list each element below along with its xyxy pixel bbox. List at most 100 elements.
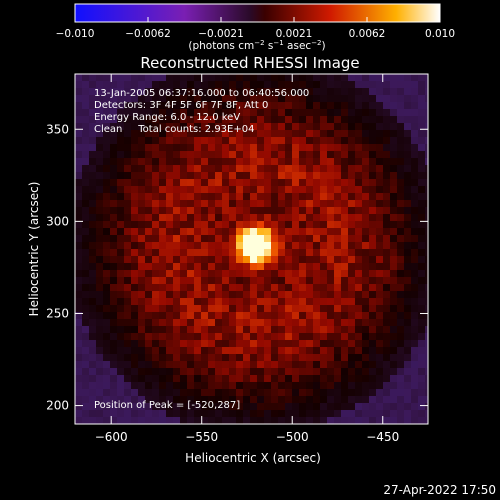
- heatmap-cell: [152, 319, 160, 327]
- heatmap-cell: [208, 256, 216, 264]
- heatmap-cell: [299, 354, 307, 362]
- heatmap-cell: [425, 207, 429, 215]
- heatmap-cell: [243, 88, 251, 96]
- heatmap-cell: [110, 179, 118, 187]
- heatmap-cell: [292, 389, 300, 397]
- heatmap-cell: [180, 130, 188, 138]
- heatmap-cell: [285, 389, 293, 397]
- heatmap-cell: [285, 200, 293, 208]
- heatmap-cell: [89, 165, 97, 173]
- heatmap-cell: [131, 137, 139, 145]
- heatmap-cell: [313, 312, 321, 320]
- heatmap-cell: [376, 193, 384, 201]
- heatmap-cell: [341, 333, 349, 341]
- heatmap-cell: [299, 95, 307, 103]
- heatmap-cell: [145, 354, 153, 362]
- heatmap-cell: [369, 235, 377, 243]
- heatmap-cell: [201, 284, 209, 292]
- heatmap-cell: [418, 123, 426, 131]
- heatmap-cell: [257, 235, 265, 243]
- heatmap-cell: [383, 88, 391, 96]
- heatmap-cell: [173, 403, 181, 411]
- heatmap-cell: [75, 403, 83, 411]
- heatmap-cell: [250, 179, 258, 187]
- heatmap-cell: [159, 340, 167, 348]
- heatmap-cell: [131, 158, 139, 166]
- heatmap-cell: [362, 214, 370, 222]
- heatmap-cell: [229, 102, 237, 110]
- heatmap-cell: [278, 340, 286, 348]
- heatmap-cell: [117, 249, 125, 257]
- heatmap-cell: [383, 354, 391, 362]
- heatmap-cell: [152, 221, 160, 229]
- heatmap-cell: [355, 249, 363, 257]
- heatmap-cell: [327, 319, 335, 327]
- heatmap-cell: [110, 242, 118, 250]
- heatmap-cell: [278, 144, 286, 152]
- heatmap-cell: [341, 207, 349, 215]
- heatmap-cell: [124, 368, 132, 376]
- heatmap-cell: [285, 116, 293, 124]
- heatmap-cell: [383, 256, 391, 264]
- heatmap-cell: [313, 326, 321, 334]
- heatmap-cell: [201, 305, 209, 313]
- heatmap-cell: [250, 95, 258, 103]
- heatmap-cell: [236, 158, 244, 166]
- heatmap-cell: [110, 326, 118, 334]
- heatmap-cell: [166, 88, 174, 96]
- heatmap-cell: [173, 228, 181, 236]
- heatmap-cell: [159, 249, 167, 257]
- heatmap-cell: [320, 137, 328, 145]
- heatmap-cell: [180, 347, 188, 355]
- heatmap-cell: [222, 305, 230, 313]
- heatmap-cell: [278, 319, 286, 327]
- heatmap-cell: [341, 410, 349, 418]
- heatmap-cell: [82, 263, 90, 271]
- heatmap-cell: [138, 95, 146, 103]
- heatmap-cell: [369, 123, 377, 131]
- heatmap-cell: [117, 179, 125, 187]
- heatmap-cell: [173, 319, 181, 327]
- heatmap-cell: [348, 137, 356, 145]
- heatmap-cell: [145, 417, 153, 425]
- heatmap-cell: [96, 340, 104, 348]
- heatmap-cell: [425, 214, 429, 222]
- heatmap-cell: [257, 144, 265, 152]
- heatmap-cell: [138, 410, 146, 418]
- heatmap-cell: [243, 263, 251, 271]
- heatmap-cell: [425, 319, 429, 327]
- heatmap-cell: [243, 144, 251, 152]
- heatmap-cell: [131, 74, 139, 82]
- heatmap-cell: [173, 312, 181, 320]
- heatmap-cell: [390, 277, 398, 285]
- heatmap-cell: [222, 151, 230, 159]
- heatmap-cell: [236, 410, 244, 418]
- heatmap-cell: [201, 333, 209, 341]
- heatmap-cell: [320, 319, 328, 327]
- heatmap-cell: [215, 291, 223, 299]
- heatmap-cell: [229, 410, 237, 418]
- heatmap-cell: [390, 102, 398, 110]
- heatmap-cell: [159, 172, 167, 180]
- heatmap-cell: [96, 130, 104, 138]
- heatmap-cell: [215, 340, 223, 348]
- heatmap-cell: [194, 207, 202, 215]
- heatmap-cell: [236, 249, 244, 257]
- heatmap-cell: [404, 221, 412, 229]
- heatmap-cell: [271, 151, 279, 159]
- heatmap-cell: [229, 235, 237, 243]
- heatmap-cell: [257, 375, 265, 383]
- heatmap-cell: [180, 193, 188, 201]
- heatmap-cell: [96, 312, 104, 320]
- heatmap-cell: [327, 235, 335, 243]
- heatmap-cell: [131, 368, 139, 376]
- heatmap-cell: [96, 396, 104, 404]
- heatmap-cell: [96, 263, 104, 271]
- heatmap-cell: [250, 81, 258, 89]
- heatmap-cell: [320, 249, 328, 257]
- heatmap-cell: [320, 88, 328, 96]
- heatmap-cell: [131, 270, 139, 278]
- heatmap-cell: [411, 165, 419, 173]
- heatmap-cell: [159, 270, 167, 278]
- heatmap-cell: [201, 88, 209, 96]
